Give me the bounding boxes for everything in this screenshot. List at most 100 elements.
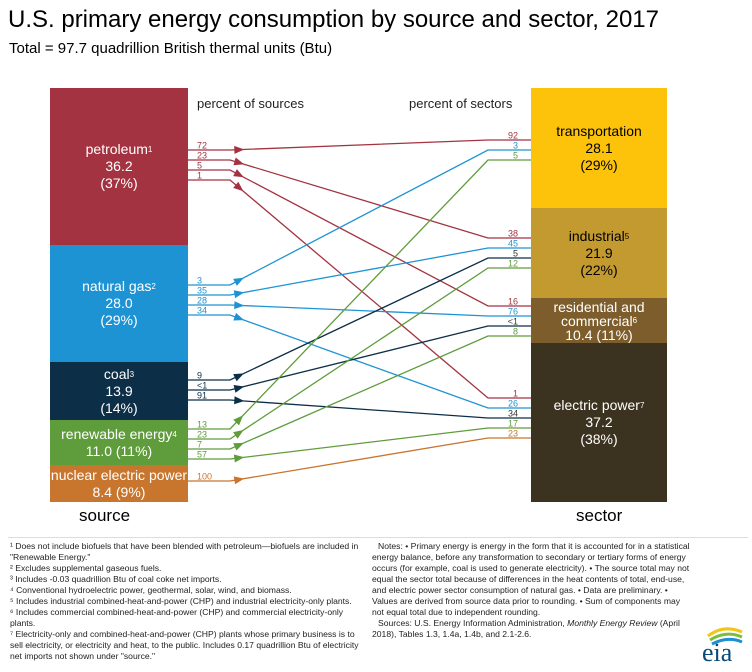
- sector-percent-label: 76: [508, 307, 518, 317]
- sector-percent-label: 34: [508, 409, 518, 419]
- source-segment-coal: coal3 13.9 (14%): [50, 362, 188, 420]
- source-percent-label: 57: [197, 450, 207, 460]
- source-value: 11.0 (11%): [85, 442, 153, 459]
- sector-percent-label: 26: [508, 399, 518, 409]
- arrowhead-icon: [233, 290, 245, 299]
- sources-publication: Monthly Energy Review: [567, 618, 658, 628]
- arrowhead-icon: [233, 476, 245, 485]
- flow-line: [188, 335, 531, 450]
- arrowhead-icon: [233, 429, 244, 439]
- sector-segment-industrial: industrial5 21.9 (22%): [531, 208, 667, 298]
- arrowhead-icon: [233, 277, 244, 286]
- eia-logo: eia: [700, 622, 744, 667]
- source-segment-petroleum: petroleum1 36.2 (37%): [50, 88, 188, 245]
- source-percent-label: 34: [197, 306, 207, 316]
- sources-text: Sources: U.S. Energy Information Adminis…: [372, 618, 690, 640]
- source-name: renewable energy4: [61, 425, 177, 442]
- source-percent-label: 9: [197, 371, 202, 381]
- sector-percent-label: 16: [508, 297, 518, 307]
- footnote: ⁵ Includes industrial combined-heat-and-…: [10, 596, 352, 606]
- source-percent-label: 5: [197, 161, 202, 171]
- notes-text: Notes: • Primary energy is energy in the…: [372, 541, 690, 617]
- sector-percent-label: 45: [508, 239, 518, 249]
- flow-line: [188, 159, 531, 430]
- source-value: 36.2: [105, 158, 133, 174]
- source-value: 13.9: [105, 382, 133, 399]
- sector-name: residential and commercial6: [553, 298, 645, 329]
- sector-percent: (22%): [580, 261, 618, 278]
- footnote: ³ Includes -0.03 quadrillion Btu of coal…: [10, 574, 222, 584]
- source-percent: (14%): [100, 399, 138, 416]
- arrowhead-icon: [233, 442, 244, 451]
- source-percent-label: 1: [197, 171, 202, 181]
- notes: Notes: • Primary energy is energy in the…: [372, 541, 690, 640]
- source-value: 28.0: [105, 295, 133, 311]
- source-percent-label: 72: [197, 141, 207, 151]
- sector-percent-label: 3: [513, 141, 518, 151]
- source-segment-natural-gas: natural gas2 28.0 (29%): [50, 245, 188, 362]
- divider: [8, 537, 748, 538]
- sources-prefix: Sources: U.S. Energy Information Adminis…: [378, 618, 568, 628]
- source-name: coal3: [103, 365, 135, 382]
- sector-percent-label: 17: [508, 419, 518, 429]
- source-percent: (37%): [100, 175, 138, 191]
- sector-percent-label: 38: [508, 229, 518, 239]
- sector-percent-label: 92: [508, 131, 518, 141]
- flow-line: [188, 257, 531, 381]
- source-name: natural gas2: [82, 278, 156, 294]
- arrowhead-icon: [233, 385, 245, 393]
- source-value: 8.4 (9%): [92, 483, 146, 500]
- flow-line: [188, 139, 531, 151]
- sector-name: electric power7: [553, 397, 645, 413]
- arrowhead-icon: [233, 157, 245, 166]
- footnote: ⁴ Conventional hydroelectric power, geot…: [10, 585, 292, 595]
- arrowhead-icon: [233, 415, 244, 426]
- sector-percent: (38%): [580, 431, 618, 447]
- source-name: nuclear electric power: [50, 466, 188, 483]
- sector-axis-label: sector: [576, 506, 623, 525]
- sector-percent: (29%): [580, 156, 618, 173]
- source-percent-label: 23: [197, 151, 207, 161]
- sector-percent-label: 8: [513, 327, 518, 337]
- flow-line: [188, 314, 531, 409]
- footnote: ⁷ Electricity-only and combined-heat-and…: [10, 629, 359, 661]
- sector-percent-label: 12: [508, 259, 518, 269]
- source-percent-label: 91: [197, 391, 207, 401]
- sector-name: transportation: [556, 122, 642, 139]
- sector-segment-transportation: transportation 28.1 (29%): [531, 88, 667, 208]
- flow-line: [188, 267, 531, 440]
- footnote: ⁶ Includes commercial combined-heat-and-…: [10, 607, 344, 628]
- source-percent-label: 100: [197, 472, 212, 482]
- page-subtitle: Total = 97.7 quadrillion British thermal…: [9, 40, 333, 57]
- percent-of-sources-header: percent of sources: [197, 96, 304, 111]
- source-percent-label: 13: [197, 420, 207, 430]
- arrowhead-icon: [233, 312, 245, 321]
- sector-percent-label: 23: [508, 429, 518, 439]
- source-name: petroleum1: [85, 141, 153, 157]
- arrowhead-icon: [234, 396, 245, 405]
- percent-of-sectors-header: percent of sectors: [409, 96, 513, 111]
- footnotes: ¹ Does not include biofuels that have be…: [10, 541, 362, 662]
- flow-line: [188, 179, 531, 399]
- source-axis-label: source: [79, 506, 131, 525]
- arrowhead-icon: [233, 373, 244, 382]
- eia-logo-text: eia: [702, 638, 733, 667]
- flow-line: [188, 149, 531, 286]
- arrowhead-icon: [233, 454, 245, 463]
- flow-line: [188, 427, 531, 460]
- footnote: ¹ Does not include biofuels that have be…: [10, 541, 359, 562]
- sector-value: 10.4 (11%): [565, 326, 633, 343]
- page-title: U.S. primary energy consumption by sourc…: [8, 6, 659, 33]
- sector-value: 21.9: [585, 244, 613, 261]
- footnote: ² Excludes supplemental gaseous fuels.: [10, 563, 162, 573]
- flow-line: [188, 159, 531, 239]
- sector-value: 37.2: [585, 414, 613, 430]
- arrowhead-icon: [233, 181, 244, 192]
- arrowhead-icon: [234, 145, 245, 154]
- sector-percent-label: 5: [513, 249, 518, 259]
- sector-percent-label: <1: [508, 317, 518, 327]
- source-percent-label: <1: [197, 381, 207, 391]
- source-percent-label: 3: [197, 276, 202, 286]
